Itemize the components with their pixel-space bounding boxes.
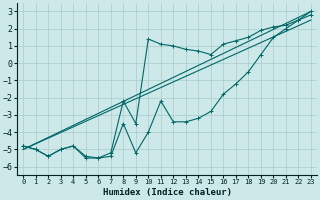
X-axis label: Humidex (Indice chaleur): Humidex (Indice chaleur) bbox=[103, 188, 232, 197]
